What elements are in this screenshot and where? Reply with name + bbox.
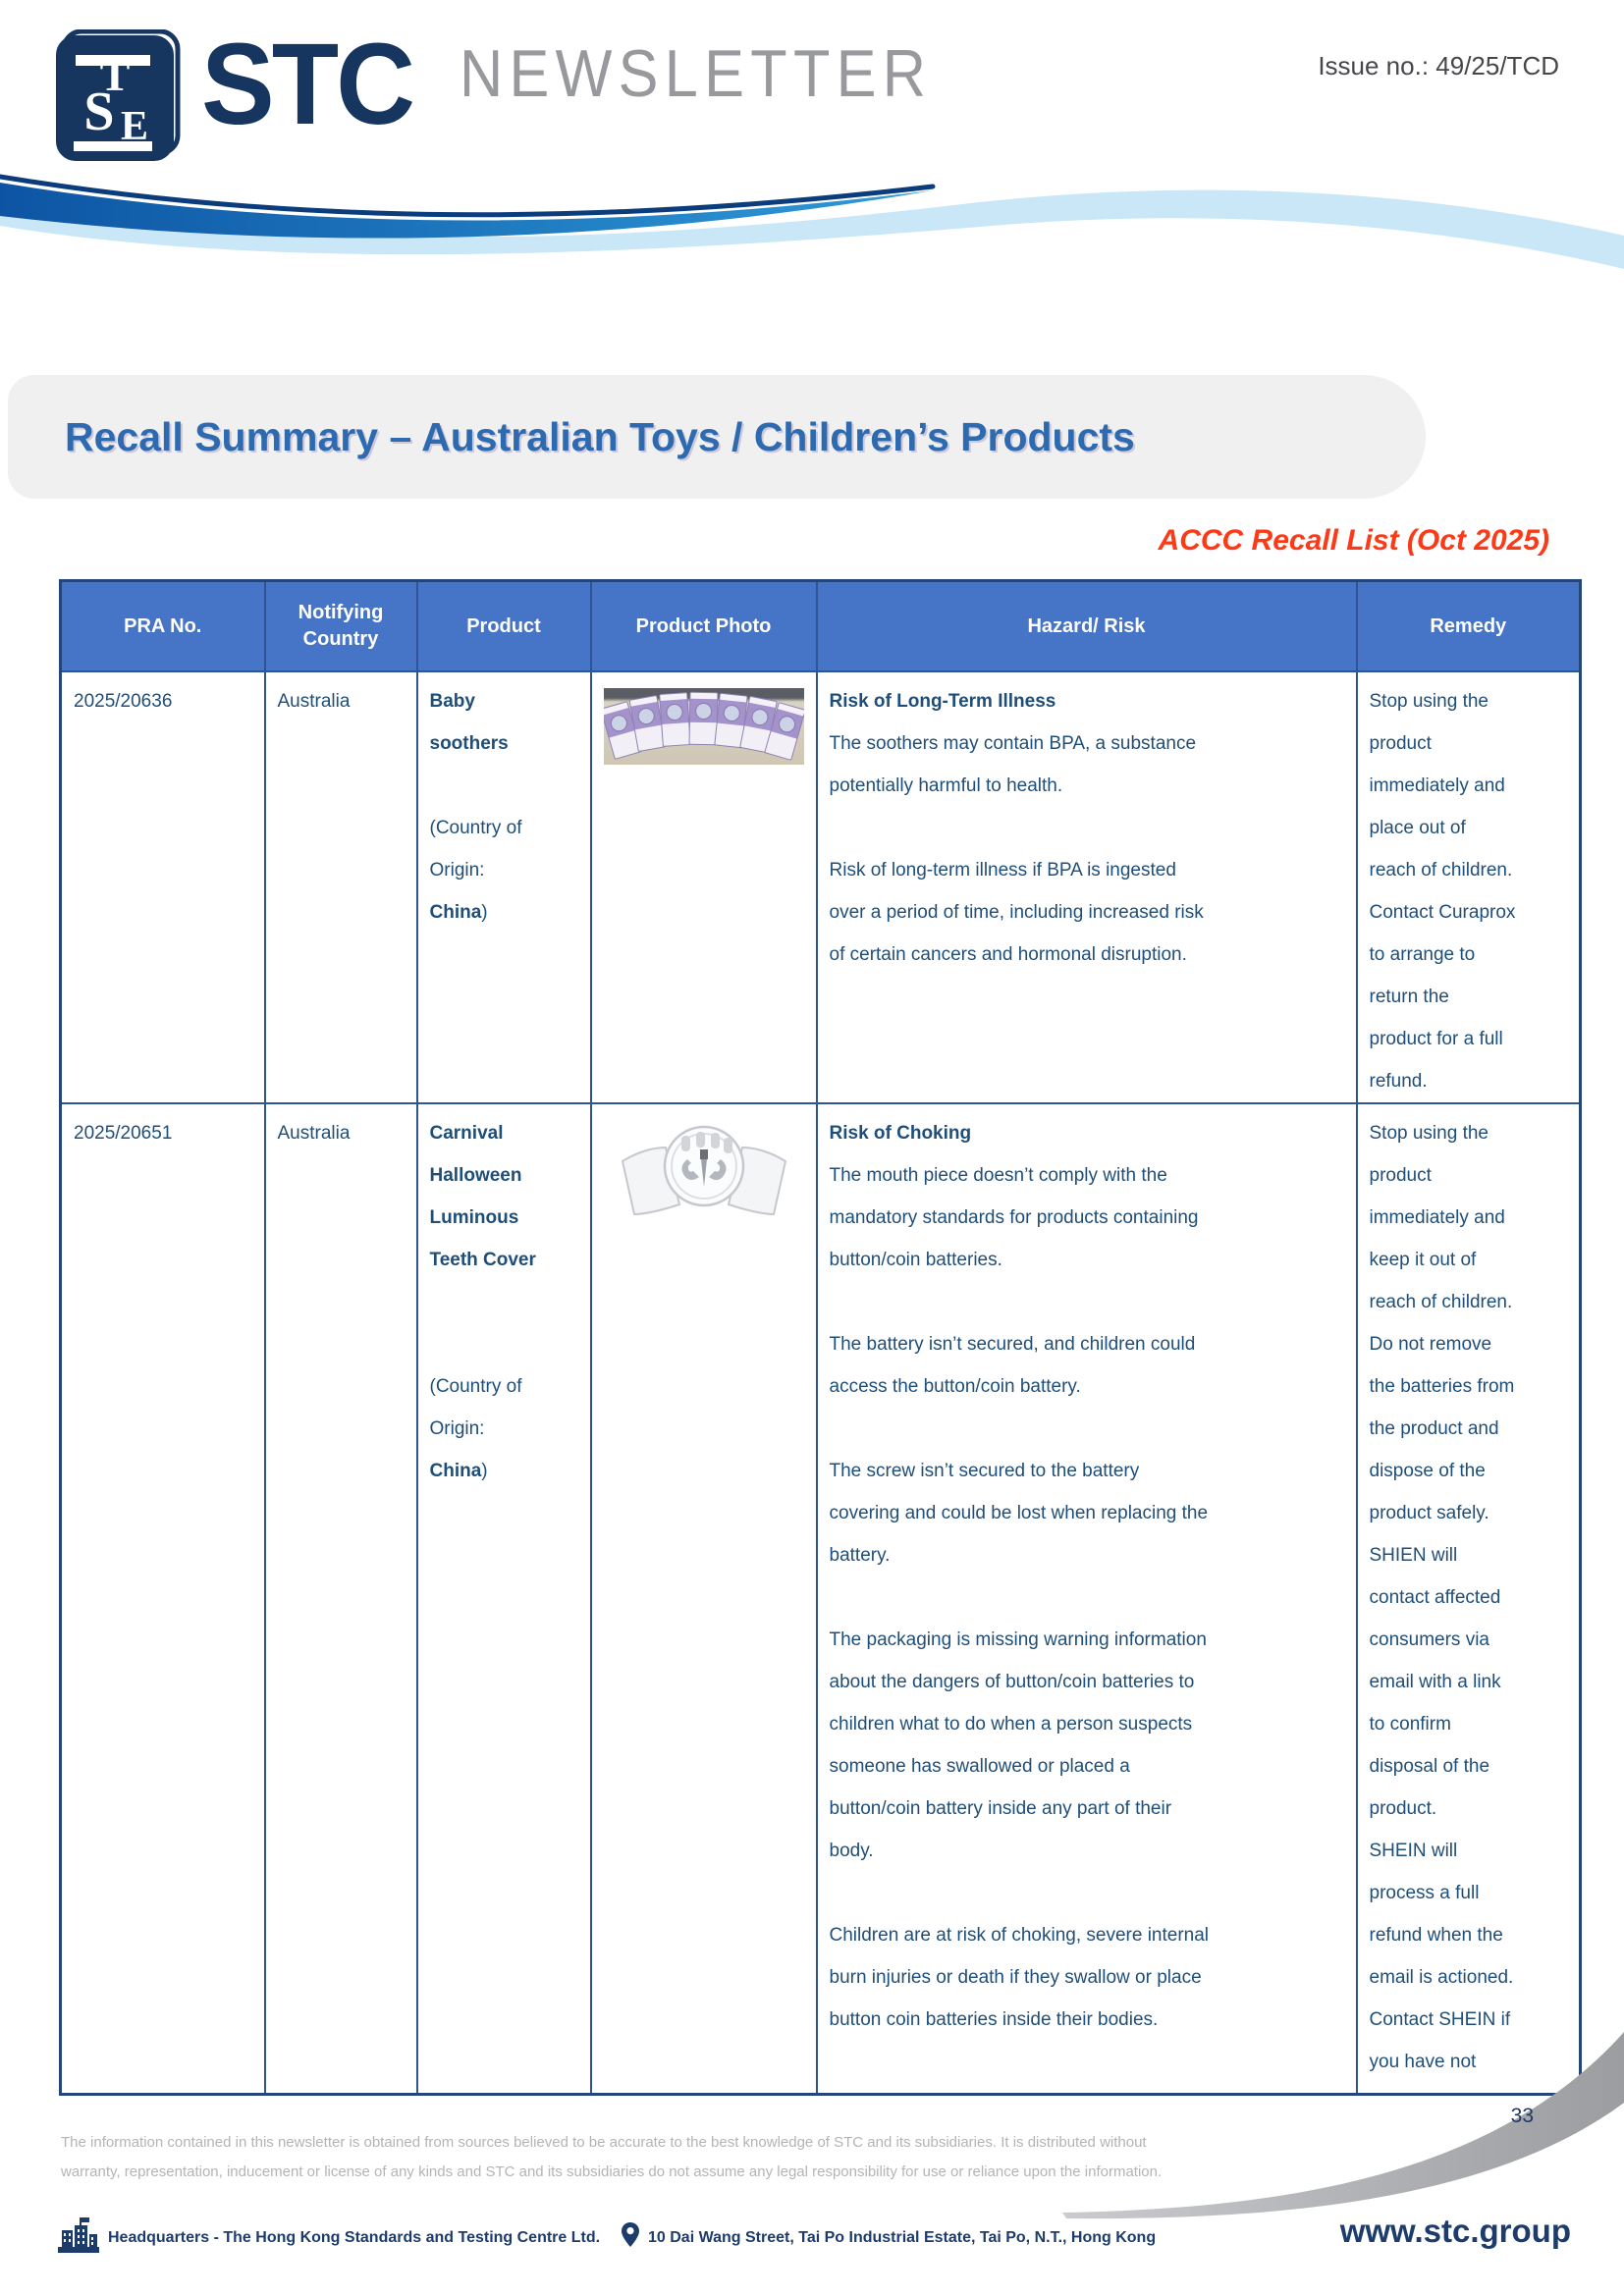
- headquarters-text: Headquarters - The Hong Kong Standards a…: [108, 2229, 601, 2246]
- cell-remedy: Stop using the product immediately and p…: [1355, 670, 1582, 1104]
- cell-country: Australia: [263, 1102, 418, 2096]
- table-row: 2025/20636 Australia Baby soothers (Coun…: [59, 670, 1582, 1104]
- svg-text:T: T: [100, 50, 131, 100]
- address-text: 10 Dai Wang Street, Tai Po Industrial Es…: [648, 2229, 1157, 2246]
- table-row: 2025/20651 Australia Carnival Halloween …: [59, 1102, 1582, 2096]
- recall-list-subtitle: ACCC Recall List (Oct 2025): [1158, 524, 1549, 557]
- page-number: 33: [1510, 2105, 1534, 2127]
- col-header-hazard-risk: Hazard/ Risk: [815, 579, 1358, 672]
- product-origin-prefix: (Country of Origin:: [429, 1376, 522, 1439]
- cell-product: Carnival Halloween Luminous Teeth Cover …: [415, 1102, 592, 2096]
- hazard-body: The soothers may contain BPA, a substanc…: [829, 733, 1204, 965]
- newsletter-masthead: NEWSLETTER: [460, 36, 933, 111]
- col-header-product-photo: Product Photo: [589, 579, 818, 672]
- cell-remedy: Stop using the product immediately and k…: [1355, 1102, 1582, 2096]
- col-header-remedy: Remedy: [1355, 579, 1582, 672]
- col-header-product: Product: [415, 579, 592, 672]
- footer-wave-decoration: [1062, 2032, 1624, 2219]
- product-name: Baby soothers: [429, 691, 509, 754]
- cell-country: Australia: [263, 670, 418, 1104]
- cell-hazard-risk: Risk of Long-Term Illness The soothers m…: [815, 670, 1358, 1104]
- issue-number: Issue no.: 49/25/TCD: [1318, 51, 1559, 80]
- stc-logo-wordmark: STC: [201, 20, 415, 149]
- header-wave-decoration: [0, 174, 1624, 269]
- website-link[interactable]: www.stc.group: [1339, 2213, 1571, 2249]
- cell-pra-no: 2025/20651: [59, 1102, 266, 2096]
- cell-pra-no: 2025/20636: [59, 670, 266, 1104]
- baby-soothers-packages-photo: [603, 688, 804, 765]
- hazard-title: Risk of Choking: [829, 1123, 972, 1144]
- col-header-pra-no: PRA No.: [59, 579, 266, 672]
- luminous-teeth-cover-photo: [611, 1120, 797, 1234]
- product-origin-country: China): [429, 902, 488, 923]
- stc-logo-emblem-icon: T S E: [54, 28, 184, 168]
- cell-product-photo: [589, 1102, 818, 2096]
- disclaimer-text: The information contained in this newsle…: [61, 2134, 1163, 2180]
- table-header-row: PRA No. Notifying Country Product Produc…: [59, 579, 1582, 672]
- cell-hazard-risk: Risk of Choking The mouth piece doesn’t …: [815, 1102, 1358, 2096]
- hazard-body: The mouth piece doesn’t comply with the …: [829, 1165, 1210, 2030]
- building-icon: [57, 2216, 100, 2259]
- remedy-text: Stop using the product immediately and p…: [1369, 691, 1516, 1092]
- cell-product-photo: [589, 670, 818, 1104]
- col-header-notifying-country: Notifying Country: [263, 579, 418, 672]
- location-pin-icon: [621, 2221, 640, 2253]
- section-title-banner: Recall Summary – Australian Toys / Child…: [8, 375, 1426, 499]
- page-title: Recall Summary – Australian Toys / Child…: [65, 413, 1135, 459]
- product-origin-prefix: (Country of Origin:: [429, 818, 522, 881]
- svg-text:S: S: [83, 81, 114, 142]
- remedy-text: Stop using the product immediately and k…: [1369, 1123, 1515, 2072]
- recall-summary-table: PRA No. Notifying Country Product Produc…: [59, 579, 1582, 2096]
- hazard-title: Risk of Long-Term Illness: [829, 691, 1056, 712]
- product-origin-country: China): [429, 1461, 488, 1481]
- cell-product: Baby soothers (Country of Origin: China): [415, 670, 592, 1104]
- product-name: Carnival Halloween Luminous Teeth Cover: [429, 1123, 536, 1270]
